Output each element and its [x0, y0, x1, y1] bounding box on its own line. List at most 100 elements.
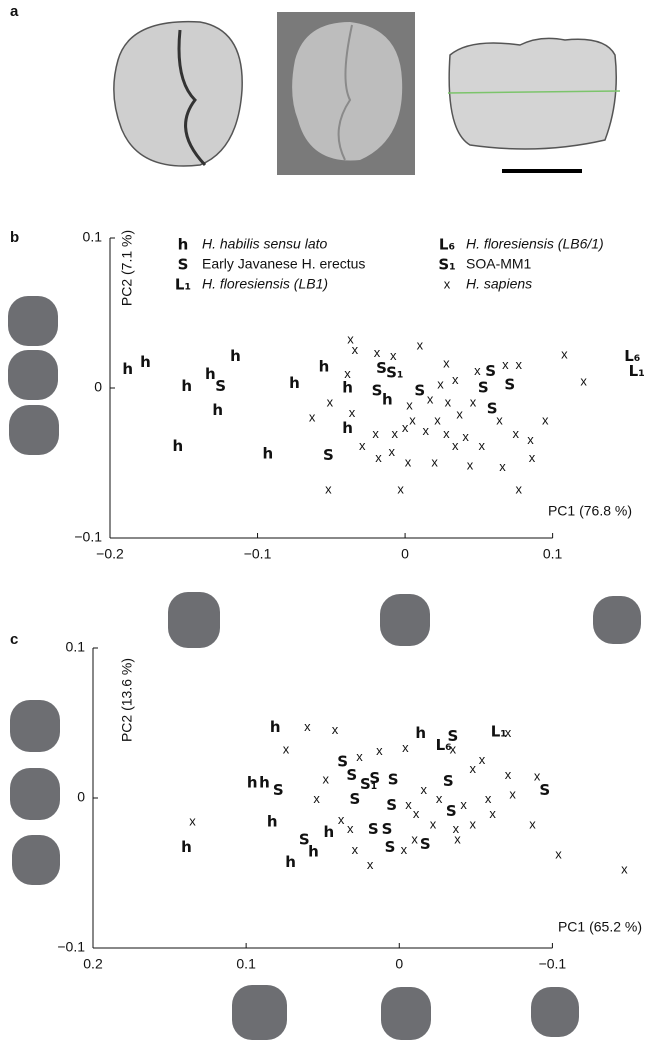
shape-icon: [168, 592, 220, 648]
data-point: S: [386, 796, 397, 814]
data-point: x: [467, 457, 474, 472]
ct-crack: [337, 24, 353, 161]
data-point: x: [453, 821, 460, 836]
data-point: x: [489, 806, 496, 821]
data-point: x: [470, 761, 477, 776]
data-point: L₆: [436, 736, 452, 754]
data-point: x: [405, 797, 412, 812]
data-point: S: [369, 769, 380, 787]
data-point: h: [323, 823, 334, 841]
data-point: S: [273, 781, 284, 799]
data-point: x: [580, 373, 587, 388]
data-point: x: [456, 406, 463, 421]
data-point: x: [372, 426, 379, 441]
data-point: h: [308, 843, 319, 861]
data-point: S: [323, 446, 334, 464]
data-point: x: [401, 842, 408, 857]
data-point: x: [189, 813, 196, 828]
data-point: L₁: [491, 723, 507, 741]
data-point: x: [347, 331, 354, 346]
y-tick-label: 0: [94, 379, 102, 395]
data-point: x: [509, 786, 516, 801]
x-tick-label: 0.1: [236, 956, 256, 972]
data-point: S: [368, 820, 379, 838]
data-point: x: [406, 397, 413, 412]
data-point: x: [534, 768, 541, 783]
shape-icon: [10, 700, 60, 752]
data-point: x: [390, 348, 397, 363]
data-point: x: [332, 722, 339, 737]
legend-symbol: L₆: [439, 236, 455, 254]
x-tick-label: 0.2: [83, 956, 103, 972]
data-point: x: [402, 740, 409, 755]
data-point: x: [352, 342, 359, 357]
data-point: S₁: [360, 775, 377, 793]
data-point: x: [427, 391, 434, 406]
silhouettes: [8, 296, 641, 1040]
data-point: x: [505, 725, 512, 740]
tooth-crack: [177, 29, 207, 167]
data-point: x: [436, 791, 443, 806]
data-point: x: [422, 423, 429, 438]
data-point: h: [289, 374, 300, 392]
data-point: x: [283, 741, 290, 756]
data-point: S: [337, 753, 348, 771]
data-point: h: [382, 391, 393, 409]
data-point: S: [485, 362, 496, 380]
legend-label: H. floresiensis (LB1): [202, 276, 328, 292]
data-point: x: [405, 454, 412, 469]
data-point: h: [259, 774, 270, 792]
data-point: x: [450, 741, 457, 756]
data-point: S: [215, 377, 226, 395]
data-point: x: [402, 420, 409, 435]
y-tick-label: 0: [77, 789, 85, 805]
data-point: x: [529, 450, 536, 465]
data-point: S: [487, 400, 498, 418]
data-point: x: [392, 426, 399, 441]
data-point: x: [452, 438, 459, 453]
legend-symbol: S: [178, 256, 189, 274]
data-point: x: [512, 426, 519, 441]
data-point: S: [299, 831, 310, 849]
data-point: x: [367, 857, 374, 872]
legend-symbol: S₁: [438, 256, 455, 274]
data-point: x: [496, 412, 503, 427]
data-point: x: [431, 454, 438, 469]
y-axis-label: PC2 (13.6 %): [119, 658, 135, 742]
data-point: x: [479, 752, 486, 767]
data-point: x: [349, 405, 356, 420]
data-point: S: [414, 382, 425, 400]
data-point: x: [505, 767, 512, 782]
data-point: x: [445, 394, 452, 409]
data-point: x: [338, 812, 345, 827]
y-tick-label: 0.1: [66, 639, 86, 655]
shape-icon: [232, 985, 287, 1040]
legend-label: Early Javanese H. erectus: [202, 256, 365, 272]
data-point: x: [479, 438, 486, 453]
data-point: h: [263, 445, 274, 463]
data-point: x: [515, 357, 522, 372]
shape-icon: [12, 835, 60, 885]
data-point: x: [347, 821, 354, 836]
data-point: x: [411, 831, 418, 846]
data-point: h: [212, 401, 223, 419]
data-point: x: [499, 459, 506, 474]
data-point: h: [247, 774, 258, 792]
data-point: x: [485, 791, 492, 806]
data-point: x: [527, 432, 534, 447]
legend-label: H. habilis sensu lato: [202, 236, 328, 252]
data-point: h: [173, 437, 184, 455]
data-point: x: [502, 357, 509, 372]
legend-symbol: h: [178, 236, 189, 254]
shape-icon: [381, 987, 431, 1040]
x-axis-label: PC1 (65.2 %): [558, 919, 642, 935]
data-point: x: [454, 831, 461, 846]
shape-icon: [531, 987, 579, 1037]
panel-a-images: [113, 12, 621, 175]
panel-label: a: [10, 3, 19, 20]
tooth-side: [448, 37, 617, 150]
data-point: h: [205, 365, 216, 383]
data-point: x: [452, 372, 459, 387]
data-point: x: [304, 719, 311, 734]
data-point: x: [397, 481, 404, 496]
